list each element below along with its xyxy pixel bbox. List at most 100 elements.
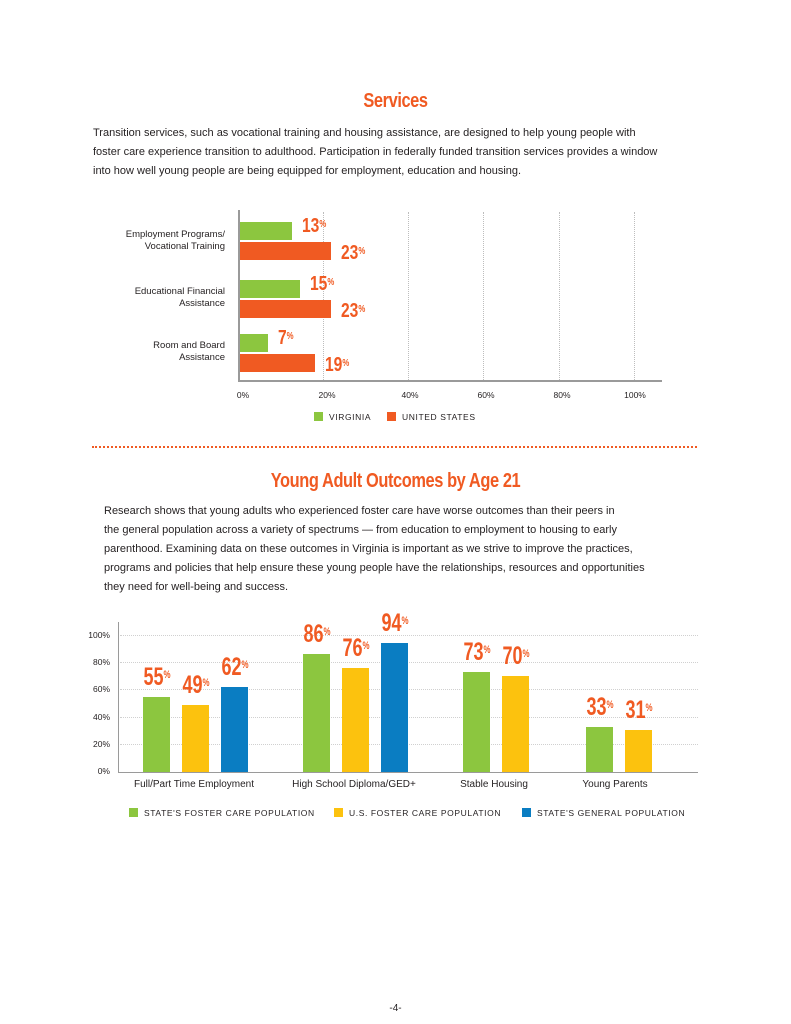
category-label-diploma: High School Diploma/GED+ bbox=[292, 779, 416, 790]
x-tick-label: 60% bbox=[477, 390, 495, 400]
x-axis-line bbox=[118, 772, 698, 773]
data-label: 7% bbox=[277, 327, 294, 349]
bar-us-foster-care bbox=[182, 704, 209, 772]
legend-item-united-states: UNITED STATES bbox=[387, 412, 476, 422]
outcomes-paragraph-line: parenthood. Examining data on these outc… bbox=[104, 543, 633, 555]
outcomes-paragraph: Research shows that young adults who exp… bbox=[104, 502, 704, 597]
bar-state-general bbox=[381, 643, 408, 772]
grid-line bbox=[408, 212, 409, 380]
legend-label: U.S. FOSTER CARE POPULATION bbox=[349, 808, 502, 818]
y-tick-label: 40% bbox=[92, 712, 110, 722]
bar-state-foster-care bbox=[586, 726, 613, 772]
grid-line bbox=[120, 635, 698, 636]
bar-virginia bbox=[240, 222, 292, 240]
bar-virginia bbox=[240, 280, 300, 298]
page-number: -4- bbox=[389, 1003, 402, 1014]
bar-united-states bbox=[240, 242, 332, 260]
legend-item-state-foster-care: STATE'S FOSTER CARE POPULATION bbox=[129, 808, 315, 818]
category-label-young-parents: Young Parents bbox=[582, 779, 648, 790]
services-heading: Services bbox=[363, 90, 428, 112]
bar-us-foster-care bbox=[502, 676, 529, 772]
data-label: 33% bbox=[585, 692, 614, 721]
data-label: 13% bbox=[301, 215, 326, 237]
data-label: 70% bbox=[501, 642, 530, 671]
section-divider bbox=[92, 446, 697, 448]
services-paragraph: Transition services, such as vocational … bbox=[93, 124, 703, 181]
x-axis-line bbox=[238, 380, 662, 382]
y-tick-label: 20% bbox=[92, 739, 110, 749]
legend-label: STATE'S GENERAL POPULATION bbox=[537, 808, 686, 818]
data-label: 55% bbox=[142, 662, 171, 691]
outcomes-heading: Young Adult Outcomes by Age 21 bbox=[270, 470, 521, 492]
category-label-line: Assistance bbox=[179, 298, 225, 309]
category-label-room-and-board: Room and Board Assistance bbox=[85, 340, 225, 364]
bar-state-foster-care bbox=[303, 654, 330, 772]
legend-swatch-blue bbox=[522, 808, 531, 817]
x-tick-label: 100% bbox=[624, 390, 646, 400]
category-label-line: Assistance bbox=[179, 352, 225, 363]
outcomes-paragraph-line: Research shows that young adults who exp… bbox=[104, 505, 615, 517]
x-tick-label: 40% bbox=[401, 390, 419, 400]
grid-line bbox=[559, 212, 560, 380]
legend-label: VIRGINIA bbox=[329, 412, 372, 422]
legend-swatch-green bbox=[129, 808, 138, 817]
grid-line bbox=[634, 212, 635, 380]
data-label: 23% bbox=[341, 300, 366, 322]
legend-item-us-foster-care: U.S. FOSTER CARE POPULATION bbox=[334, 808, 501, 818]
services-paragraph-line: into how well young people are being equ… bbox=[93, 165, 522, 177]
y-axis-line bbox=[238, 210, 240, 382]
y-tick-label: 0% bbox=[97, 766, 110, 776]
outcomes-paragraph-line: programs and policies that help ensure t… bbox=[104, 562, 645, 574]
x-tick-label: 0% bbox=[236, 390, 250, 400]
y-tick-label: 80% bbox=[92, 657, 110, 667]
bar-united-states bbox=[240, 354, 316, 372]
category-label-line: Vocational Training bbox=[144, 241, 225, 252]
data-label: 23% bbox=[341, 242, 366, 264]
data-label: 19% bbox=[325, 354, 350, 376]
category-label-employment-programs: Employment Programs/ Vocational Training bbox=[85, 229, 225, 253]
outcomes-paragraph-line: the general population across a variety … bbox=[104, 524, 617, 536]
legend-item-state-general: STATE'S GENERAL POPULATION bbox=[522, 808, 685, 818]
category-label-line: Educational Financial bbox=[134, 286, 225, 297]
data-label: 94% bbox=[380, 609, 409, 638]
bar-state-foster-care bbox=[463, 671, 490, 772]
category-label-educational-financial: Educational Financial Assistance bbox=[85, 286, 225, 310]
legend-item-virginia: VIRGINIA bbox=[314, 412, 371, 422]
legend-swatch-yellow bbox=[334, 808, 343, 817]
bar-us-foster-care bbox=[342, 667, 369, 772]
bar-us-foster-care bbox=[625, 729, 652, 772]
x-tick-label: 20% bbox=[318, 390, 336, 400]
grid-line bbox=[120, 662, 698, 663]
y-tick-label: 60% bbox=[92, 684, 110, 694]
data-label: 15% bbox=[309, 273, 334, 295]
y-axis-line bbox=[118, 622, 119, 773]
legend-swatch-green bbox=[314, 412, 323, 421]
grid-line bbox=[323, 212, 324, 380]
bar-state-foster-care bbox=[143, 696, 170, 772]
data-label: 73% bbox=[462, 637, 491, 666]
category-label-housing: Stable Housing bbox=[460, 779, 528, 790]
x-tick-label: 80% bbox=[553, 390, 571, 400]
data-label: 49% bbox=[181, 670, 210, 699]
bar-united-states bbox=[240, 300, 332, 318]
services-paragraph-line: foster care experience transition to adu… bbox=[93, 146, 658, 158]
data-label: 62% bbox=[220, 653, 249, 682]
services-paragraph-line: Transition services, such as vocational … bbox=[93, 127, 636, 139]
category-label-employment: Full/Part Time Employment bbox=[133, 779, 255, 790]
legend-label: STATE'S FOSTER CARE POPULATION bbox=[144, 808, 315, 818]
bar-virginia bbox=[240, 334, 268, 352]
grid-line bbox=[120, 717, 698, 718]
data-label: 86% bbox=[302, 620, 331, 649]
bar-state-general bbox=[221, 687, 248, 772]
data-label: 31% bbox=[624, 695, 653, 724]
y-tick-label: 100% bbox=[88, 630, 110, 640]
grid-line bbox=[483, 212, 484, 380]
category-label-line: Room and Board bbox=[153, 340, 225, 351]
data-label: 76% bbox=[341, 633, 370, 662]
grid-line bbox=[120, 689, 698, 690]
legend-swatch-orange bbox=[387, 412, 396, 421]
grid-line bbox=[120, 744, 698, 745]
category-label-line: Employment Programs/ bbox=[125, 229, 225, 240]
outcomes-paragraph-line: they need for well-being and success. bbox=[104, 581, 289, 593]
legend-label: UNITED STATES bbox=[402, 412, 476, 422]
